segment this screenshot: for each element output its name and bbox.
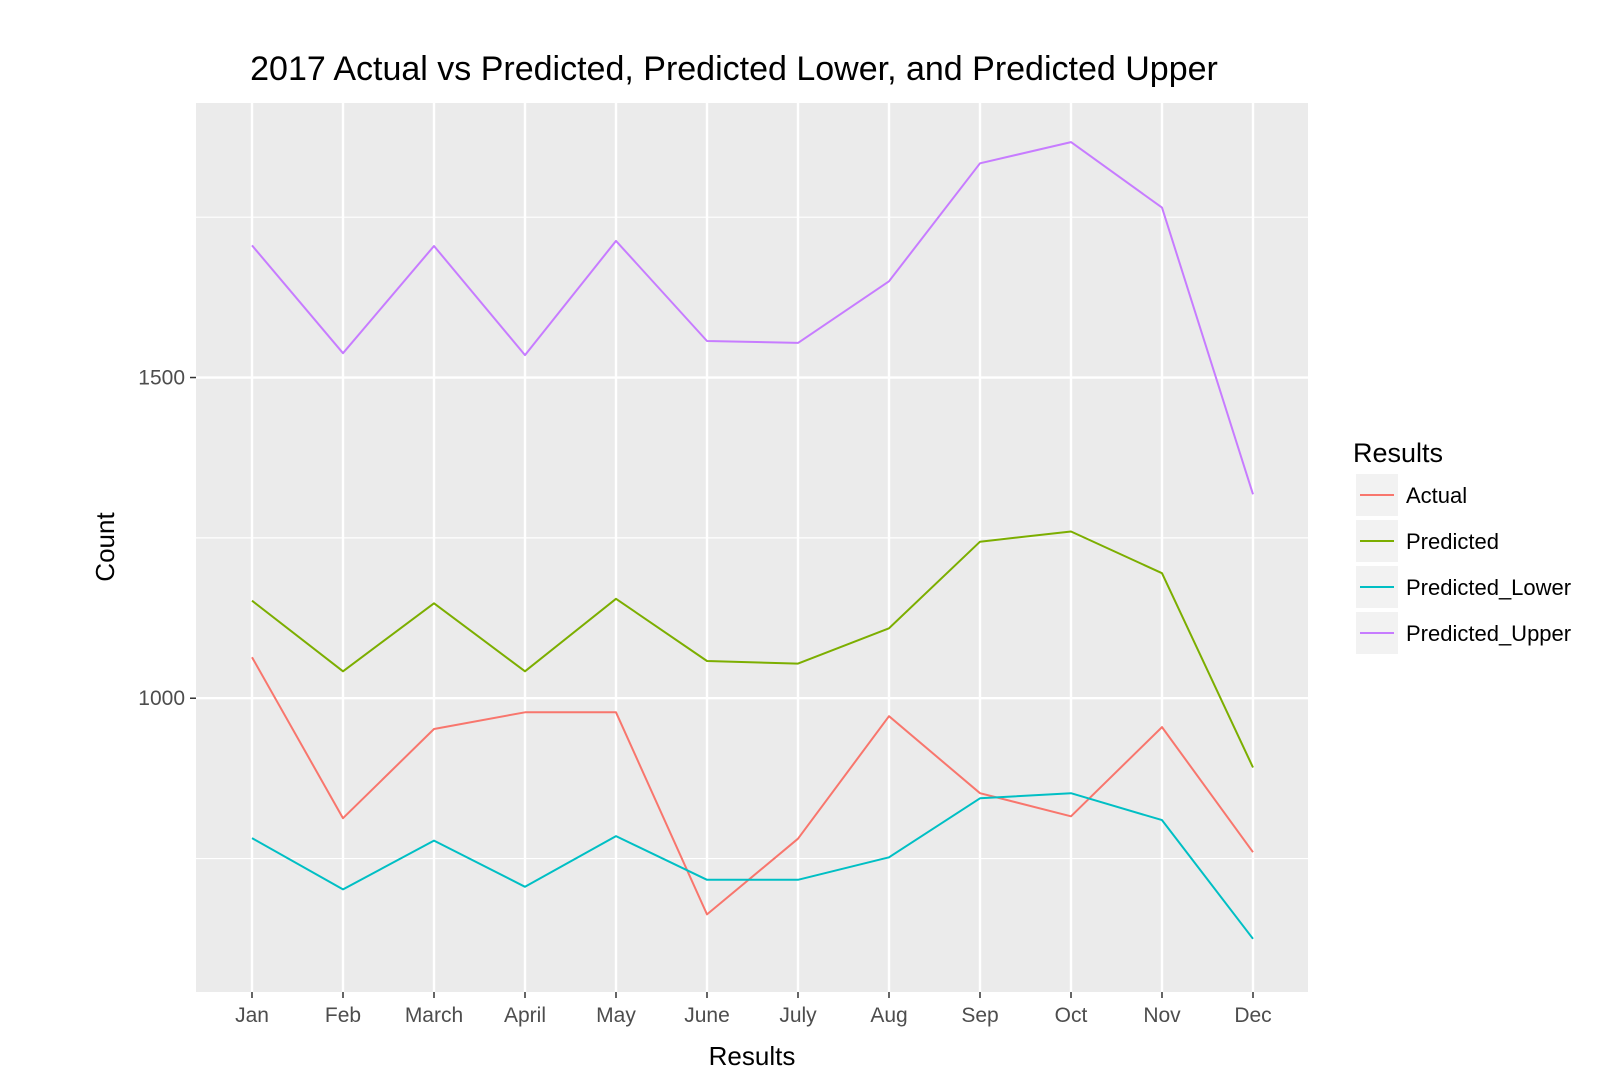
legend: Results Actual Predicted Predicted_Lower Pr… — [1353, 438, 1571, 654]
x-tick-label-Aug: Aug — [870, 1004, 907, 1027]
x-axis-ticks: Jan Feb March April May June July Aug Sep Oct Nov D… — [235, 992, 1272, 1027]
x-tick-label-Feb: Feb — [325, 1004, 361, 1027]
chart-title: 2017 Actual vs Predicted, Predicted Lowe… — [250, 50, 1218, 88]
series-line-predicted — [251, 530, 1254, 768]
x-axis-title: Results — [709, 1041, 796, 1071]
plot-panel — [196, 103, 1308, 992]
series-line-predicted-upper — [251, 141, 1254, 495]
series-lines — [251, 141, 1254, 940]
y-axis-title: Count — [90, 512, 120, 582]
y-tick-label-1000: 1000 — [138, 687, 185, 710]
x-tick-label-Oct: Oct — [1055, 1004, 1088, 1027]
series-line-actual — [251, 656, 1254, 916]
x-tick-label-Sep: Sep — [961, 1004, 998, 1027]
x-tick-label-June: June — [684, 1004, 730, 1027]
x-tick-label-April: April — [504, 1004, 546, 1027]
legend-label-actual: Actual — [1406, 483, 1467, 508]
y-tick-label-1500: 1500 — [138, 367, 185, 390]
minor-gridlines — [196, 216, 1308, 860]
x-tick-label-Dec: Dec — [1234, 1004, 1271, 1027]
legend-label-predicted-upper: Predicted_Upper — [1406, 621, 1571, 646]
legend-title: Results — [1353, 438, 1443, 468]
x-tick-label-March: March — [405, 1004, 463, 1027]
x-tick-label-Jan: Jan — [235, 1004, 269, 1027]
legend-label-predicted-lower: Predicted_Lower — [1406, 575, 1571, 600]
y-axis-ticks: 1000 1500 — [138, 367, 196, 710]
x-tick-label-May: May — [596, 1004, 636, 1027]
major-gridlines — [196, 103, 1308, 992]
legend-label-predicted: Predicted — [1406, 529, 1499, 554]
series-line-predicted-lower — [251, 792, 1254, 940]
x-tick-label-July: July — [779, 1004, 817, 1027]
x-tick-label-Nov: Nov — [1143, 1004, 1181, 1027]
legend-items: Actual Predicted Predicted_Lower Predicted_… — [1356, 474, 1571, 654]
